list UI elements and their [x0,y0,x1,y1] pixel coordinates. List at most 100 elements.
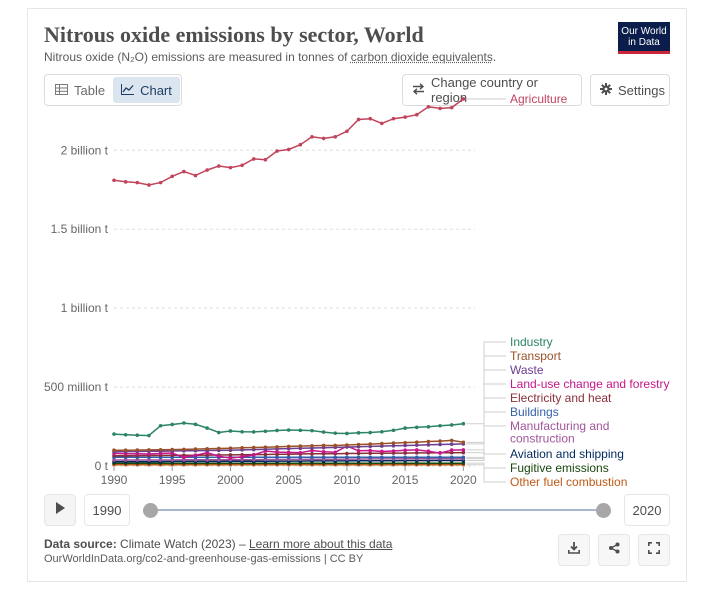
data-point[interactable] [438,106,442,111]
data-point[interactable] [147,452,151,456]
data-point[interactable] [310,448,314,453]
data-point[interactable] [333,450,338,455]
legend-label-land-use-change-and-forestry[interactable]: Land-use change and forestry [510,377,669,391]
legend-label-electricity-and-heat[interactable]: Electricity and heat [510,391,612,405]
data-point[interactable] [426,455,431,460]
data-point[interactable] [345,431,349,436]
data-point[interactable] [321,455,326,460]
data-point[interactable] [205,458,209,462]
data-point[interactable] [135,180,140,185]
data-point[interactable] [403,440,407,445]
data-point[interactable] [298,428,303,433]
data-point[interactable] [112,432,116,436]
data-point[interactable] [438,439,442,443]
data-point[interactable] [286,428,291,432]
data-point[interactable] [298,444,303,448]
carbon-dioxide-equivalents-link[interactable]: carbon dioxide equivalents [350,50,493,64]
tab-table[interactable]: Table [47,77,113,103]
legend-label-buildings[interactable]: Buildings [510,405,559,419]
data-point[interactable] [356,442,361,447]
data-point[interactable] [368,116,372,121]
data-point[interactable] [414,112,419,117]
data-point[interactable] [461,421,466,426]
data-point[interactable] [228,453,233,457]
data-point[interactable] [135,433,140,438]
data-point[interactable] [251,157,256,161]
data-point[interactable] [426,425,431,429]
data-point[interactable] [240,429,244,434]
fullscreen-button[interactable] [638,534,670,566]
data-point[interactable] [461,461,466,465]
data-point[interactable] [449,448,454,452]
data-point[interactable] [193,447,198,451]
data-point[interactable] [298,455,303,460]
timeline-end-handle[interactable] [596,503,611,518]
data-point[interactable] [368,455,372,460]
data-point[interactable] [426,449,431,453]
data-point[interactable] [391,441,396,445]
data-point[interactable] [403,455,407,460]
data-point[interactable] [170,447,175,452]
data-point[interactable] [310,452,314,456]
data-point[interactable] [449,455,454,460]
data-point[interactable] [263,452,268,457]
data-point[interactable] [380,455,384,460]
data-point[interactable] [391,116,396,121]
data-point[interactable] [321,443,326,448]
legend-label-manufacturing-and-construction[interactable]: Manufacturing and [510,419,609,433]
data-point[interactable] [123,180,128,184]
legend-label-fugitive-emissions[interactable]: Fugitive emissions [510,461,609,475]
data-point[interactable] [275,149,279,153]
data-point[interactable] [205,446,209,451]
data-point[interactable] [205,426,209,430]
data-point[interactable] [310,455,314,460]
legend-label-industry[interactable]: Industry [510,335,553,349]
play-button[interactable] [44,494,76,526]
data-point[interactable] [275,450,279,454]
data-point[interactable] [263,157,268,162]
data-point[interactable] [356,431,361,435]
data-point[interactable] [449,442,454,447]
data-point[interactable] [251,453,256,457]
data-point[interactable] [414,443,419,447]
data-point[interactable] [170,458,175,462]
data-point[interactable] [193,458,198,462]
data-point[interactable] [461,440,466,445]
data-point[interactable] [205,168,209,172]
data-point[interactable] [403,461,407,465]
data-point[interactable] [333,455,338,460]
data-point[interactable] [461,455,466,460]
data-point[interactable] [391,443,396,448]
data-point[interactable] [217,430,221,435]
data-point[interactable] [251,430,256,434]
data-point[interactable] [403,426,407,430]
data-point[interactable] [438,423,442,428]
data-point[interactable] [217,446,221,451]
data-point[interactable] [217,458,221,462]
data-point[interactable] [147,458,151,462]
data-point[interactable] [286,444,291,449]
data-point[interactable] [449,423,454,427]
data-point[interactable] [403,448,407,453]
data-point[interactable] [217,164,221,168]
data-point[interactable] [426,105,431,109]
legend-label-agriculture[interactable]: Agriculture [510,92,568,106]
series-industry[interactable] [112,421,466,438]
data-point[interactable] [356,455,361,460]
data-point[interactable] [182,455,186,460]
data-point[interactable] [414,440,419,444]
data-point[interactable] [298,142,303,147]
data-point[interactable] [391,428,396,433]
learn-more-link[interactable]: Learn more about this data [248,537,393,551]
data-point[interactable] [414,451,419,455]
data-point[interactable] [414,455,419,460]
data-point[interactable] [158,423,163,428]
data-point[interactable] [345,443,349,447]
tab-chart[interactable]: Chart [113,77,180,103]
data-point[interactable] [380,121,384,126]
data-point[interactable] [333,443,338,448]
data-point[interactable] [321,430,326,434]
data-point[interactable] [286,450,291,455]
settings-button[interactable]: Settings [590,74,670,106]
data-point[interactable] [263,455,268,460]
